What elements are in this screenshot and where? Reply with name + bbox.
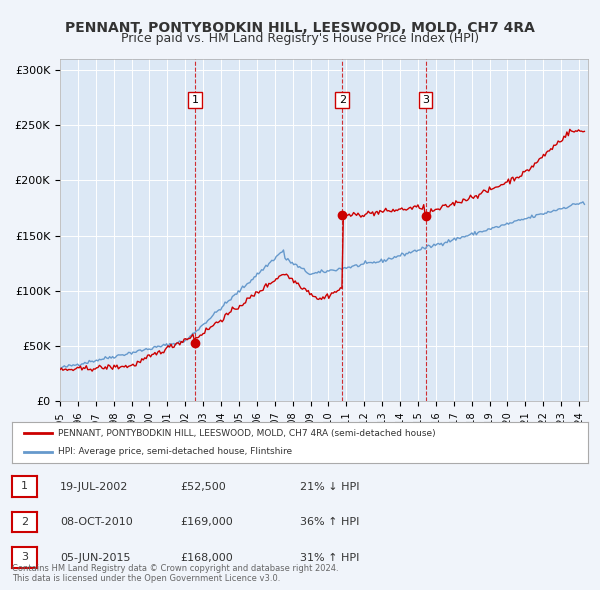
Text: £169,000: £169,000 (180, 517, 233, 527)
Text: 2: 2 (338, 95, 346, 105)
Text: 1: 1 (191, 95, 199, 105)
Text: £168,000: £168,000 (180, 553, 233, 562)
Text: 21% ↓ HPI: 21% ↓ HPI (300, 482, 359, 491)
Text: 1: 1 (21, 481, 28, 491)
Text: Price paid vs. HM Land Registry's House Price Index (HPI): Price paid vs. HM Land Registry's House … (121, 32, 479, 45)
Text: 2: 2 (21, 517, 28, 527)
Text: £52,500: £52,500 (180, 482, 226, 491)
Text: 36% ↑ HPI: 36% ↑ HPI (300, 517, 359, 527)
Text: Contains HM Land Registry data © Crown copyright and database right 2024.
This d: Contains HM Land Registry data © Crown c… (12, 563, 338, 583)
Text: 3: 3 (21, 552, 28, 562)
Text: 19-JUL-2002: 19-JUL-2002 (60, 482, 128, 491)
Text: PENNANT, PONTYBODKIN HILL, LEESWOOD, MOLD, CH7 4RA (semi-detached house): PENNANT, PONTYBODKIN HILL, LEESWOOD, MOL… (58, 429, 436, 438)
Text: 08-OCT-2010: 08-OCT-2010 (60, 517, 133, 527)
Text: PENNANT, PONTYBODKIN HILL, LEESWOOD, MOLD, CH7 4RA: PENNANT, PONTYBODKIN HILL, LEESWOOD, MOL… (65, 21, 535, 35)
Text: 31% ↑ HPI: 31% ↑ HPI (300, 553, 359, 562)
Text: HPI: Average price, semi-detached house, Flintshire: HPI: Average price, semi-detached house,… (58, 447, 292, 456)
Text: 05-JUN-2015: 05-JUN-2015 (60, 553, 131, 562)
Text: 3: 3 (422, 95, 429, 105)
